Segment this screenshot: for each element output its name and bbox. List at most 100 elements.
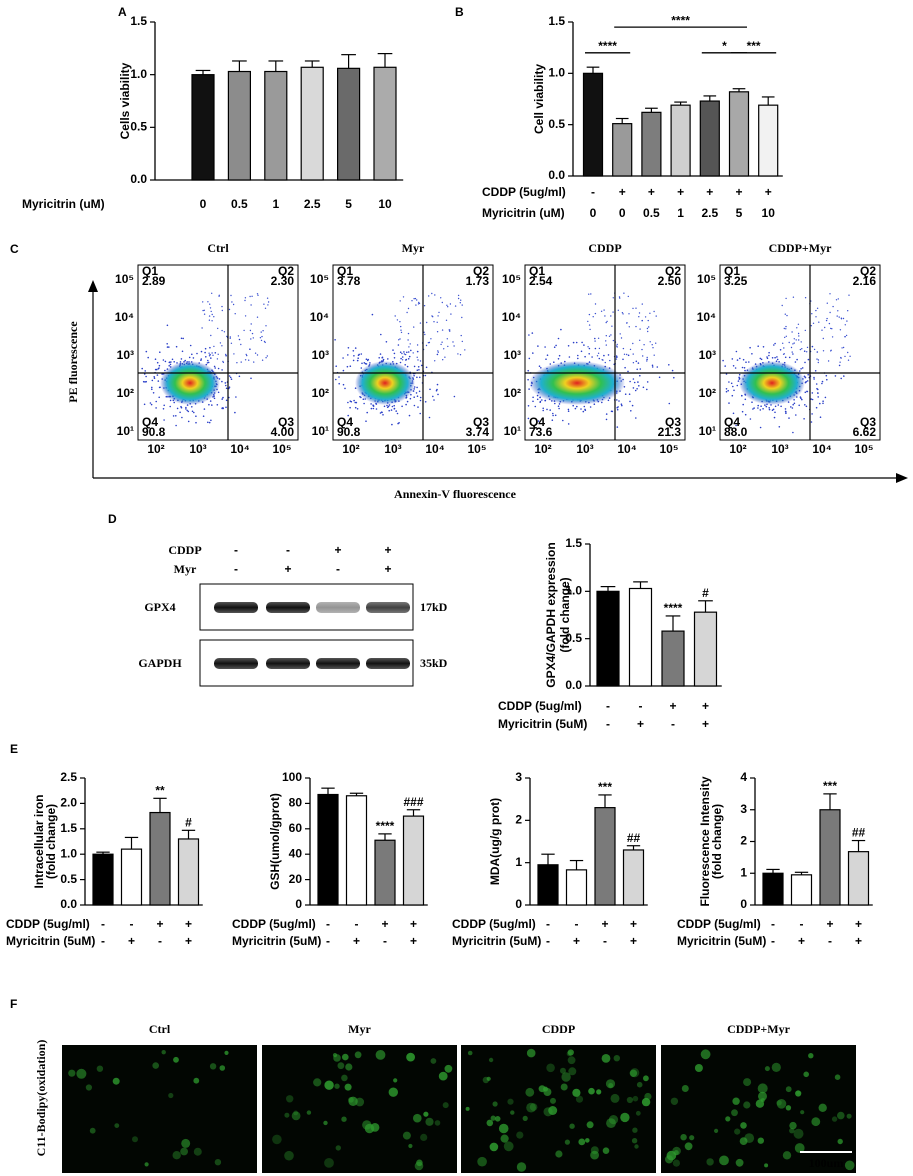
quadrant-name: Q2 (473, 264, 489, 278)
event-dot (594, 303, 597, 305)
event-dot (157, 380, 160, 382)
event-dot (633, 381, 636, 384)
x-tick-label: 0.5 (231, 197, 248, 211)
event-dot (433, 399, 435, 401)
quadrant-value: 73.6 (529, 425, 553, 439)
event-dot (738, 376, 740, 379)
bar (693, 611, 718, 687)
event-dot (450, 313, 452, 315)
event-dot (354, 347, 357, 349)
event-dot (202, 415, 205, 418)
flow-y-tick: 10⁵ (115, 272, 134, 286)
cell (630, 1068, 640, 1078)
event-dot (541, 399, 543, 401)
bar (790, 874, 813, 906)
event-dot (441, 341, 443, 343)
flow-x-tick: 10⁵ (660, 442, 679, 456)
event-dot (616, 343, 618, 346)
flow-y-tick: 10⁴ (115, 310, 134, 324)
western-sign: + (284, 562, 291, 576)
event-dot (256, 316, 259, 318)
event-dot (824, 396, 827, 399)
event-dot (407, 332, 410, 335)
event-dot (847, 359, 850, 361)
flow-x-tick: 10⁵ (273, 442, 292, 456)
bar (622, 849, 645, 906)
event-dot (600, 310, 603, 312)
event-dot (405, 358, 408, 361)
flow-y-tick: 10³ (117, 348, 134, 362)
event-dot (806, 380, 809, 382)
event-dot (795, 339, 797, 341)
cell (757, 1083, 768, 1094)
event-dot (577, 354, 579, 357)
x-row-label: CDDP (5ug/ml) (498, 699, 582, 713)
event-dot (168, 346, 170, 348)
event-dot (352, 359, 355, 362)
event-dot (635, 325, 637, 328)
western-sign: + (384, 562, 391, 576)
event-dot (766, 356, 768, 358)
blot-band (214, 658, 258, 669)
event-dot (537, 420, 540, 422)
event-dot (616, 408, 619, 411)
event-dot (166, 343, 168, 345)
cell (364, 1123, 375, 1134)
x-row-value: - (130, 917, 134, 931)
event-dot (635, 360, 638, 363)
cell (345, 1063, 353, 1071)
cell (800, 1110, 805, 1115)
event-dot (461, 316, 463, 319)
event-dot (806, 346, 809, 349)
flow-y-tick: 10¹ (504, 424, 521, 438)
event-dot (791, 331, 793, 333)
event-dot (400, 325, 402, 328)
event-dot (180, 358, 183, 360)
cell (743, 1101, 751, 1109)
density-cloud (355, 361, 415, 405)
event-dot (846, 320, 848, 322)
event-dot (434, 294, 436, 296)
cell (344, 1083, 352, 1091)
x-row-label: CDDP (5ug/ml) (482, 185, 566, 199)
event-dot (249, 295, 251, 298)
event-dot (620, 337, 623, 339)
cell (740, 1122, 747, 1129)
event-dot (607, 399, 610, 402)
event-dot (353, 355, 355, 357)
cell (286, 1095, 294, 1103)
event-dot (646, 358, 648, 361)
event-dot (159, 351, 161, 354)
event-dot (668, 364, 670, 366)
cell (803, 1071, 809, 1078)
event-dot (169, 363, 172, 366)
cell (844, 1160, 855, 1171)
event-dot (604, 315, 606, 317)
event-dot (415, 392, 418, 394)
event-dot (641, 348, 643, 351)
event-dot (156, 374, 159, 376)
event-dot (762, 408, 764, 410)
bar (402, 815, 425, 906)
event-dot (396, 319, 399, 321)
event-dot (409, 343, 411, 345)
event-dot (792, 296, 795, 298)
cell (606, 1118, 616, 1128)
event-dot (827, 360, 830, 362)
event-dot (790, 406, 792, 408)
event-dot (459, 354, 462, 356)
event-dot (804, 404, 806, 406)
event-dot (765, 405, 768, 408)
cell (789, 1128, 795, 1134)
event-dot (641, 319, 643, 322)
bar (596, 590, 620, 687)
event-dot (546, 408, 548, 411)
event-dot (637, 362, 640, 364)
event-dot (437, 393, 439, 396)
x-row-value: 0 (619, 206, 626, 220)
event-dot (457, 294, 460, 297)
x-row-value: 10 (762, 206, 776, 220)
event-dot (589, 406, 592, 408)
event-dot (751, 353, 753, 355)
cell (569, 1123, 575, 1129)
